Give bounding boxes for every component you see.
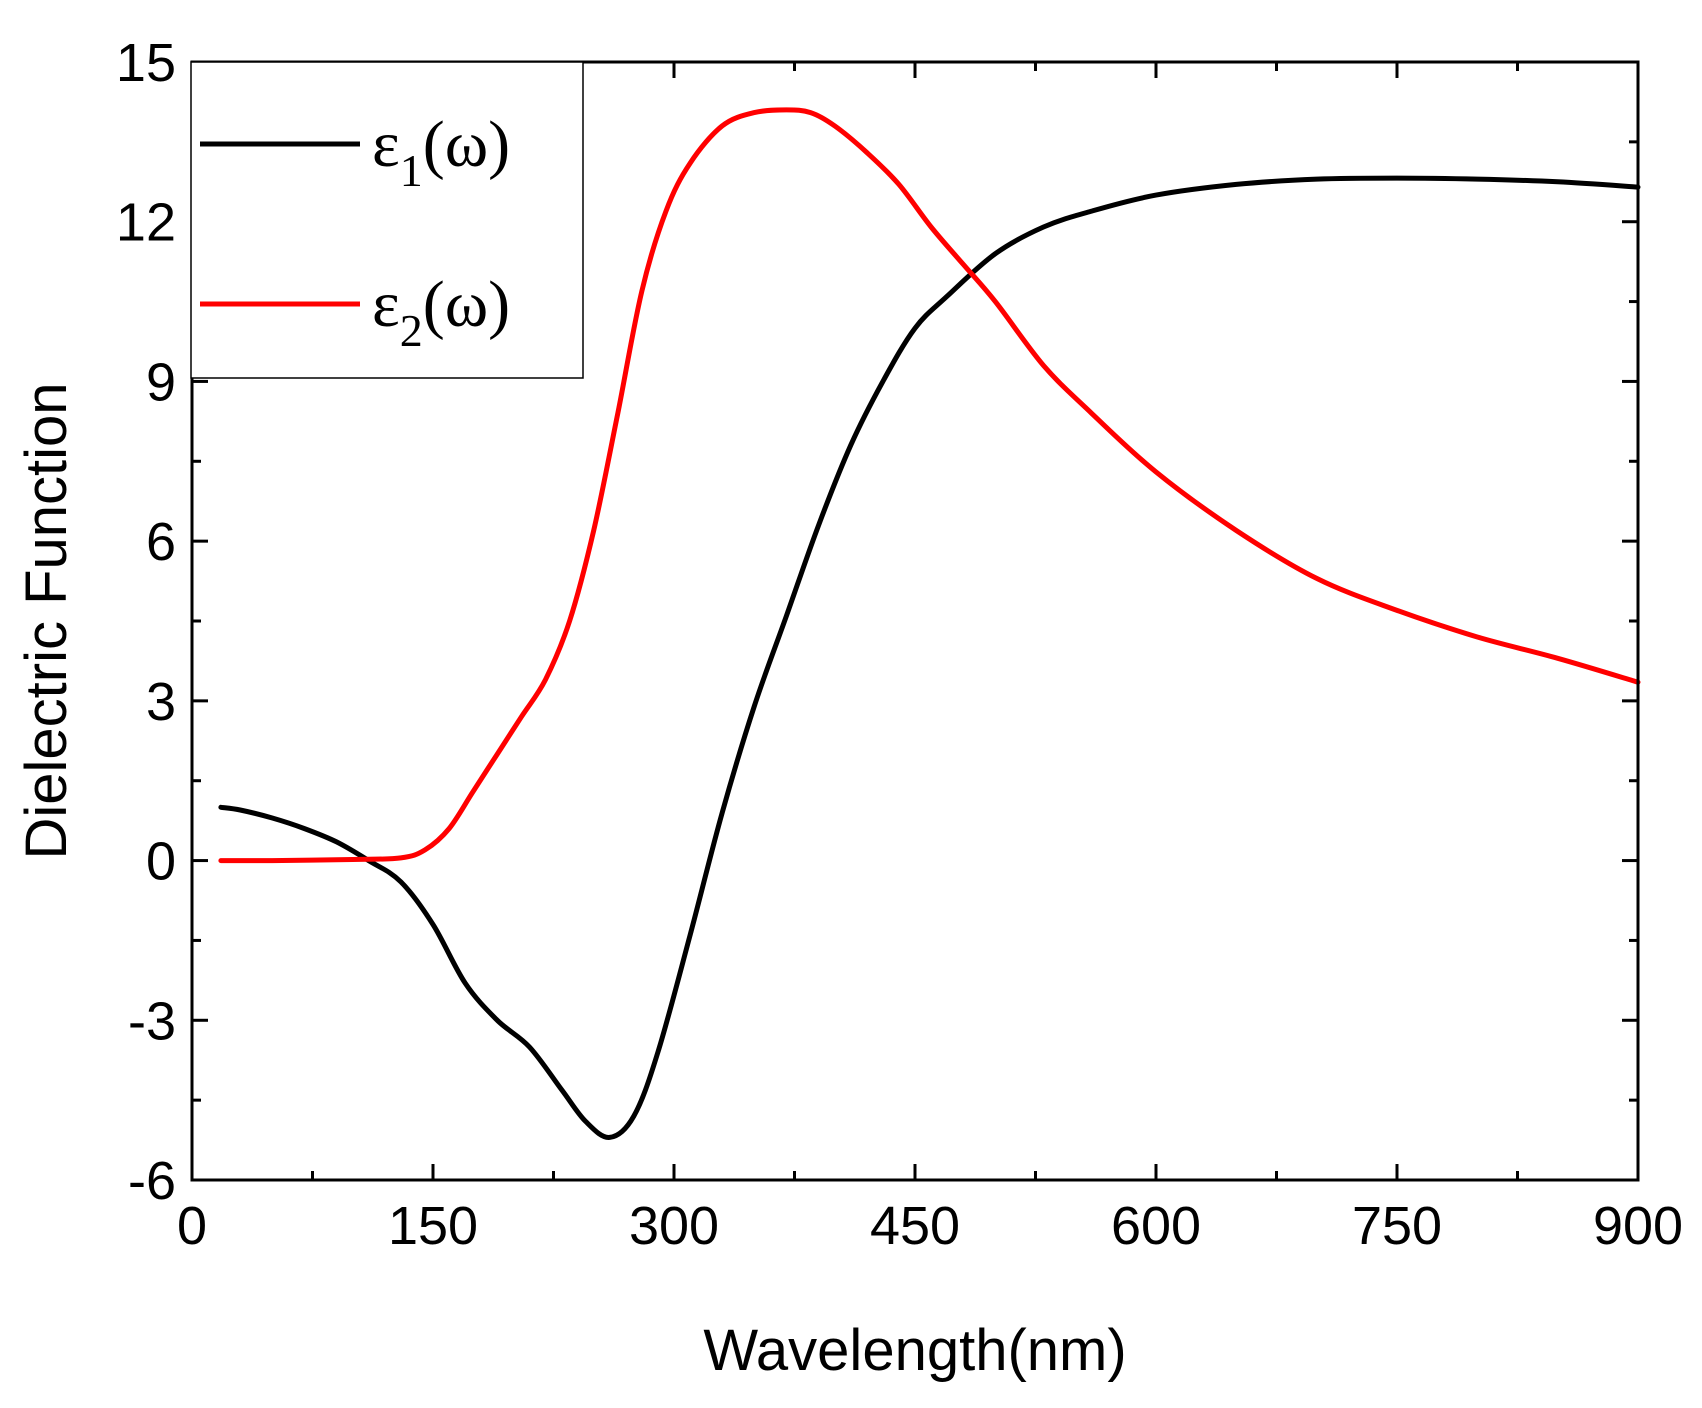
x-tick-label: 0 — [177, 1196, 207, 1256]
y-tick-label: -3 — [128, 991, 176, 1051]
x-tick-label: 600 — [1111, 1196, 1201, 1256]
y-tick-label: 6 — [146, 512, 176, 572]
x-tick-label: 450 — [870, 1196, 960, 1256]
x-axis-ticks: 0 150 300 450 600 750 900 — [177, 62, 1683, 1256]
y-axis-label: Dielectric Function — [14, 382, 79, 859]
y-axis-ticks: -6 -3 0 3 6 9 12 15 — [116, 33, 1638, 1211]
plot-layer — [218, 107, 1641, 1140]
plot-frame — [190, 60, 1640, 1182]
x-tick-label: 150 — [388, 1196, 478, 1256]
y-tick-label: 0 — [146, 832, 176, 892]
legend: ε1(ω) ε2(ω) — [190, 61, 584, 379]
legend-label-1: ε1(ω) — [372, 108, 510, 196]
series-line-2 — [218, 107, 1641, 864]
y-tick-label: 15 — [116, 33, 176, 93]
y-tick-label: 9 — [146, 352, 176, 412]
x-tick-label: 900 — [1593, 1196, 1683, 1256]
legend-label-2: ε2(ω) — [372, 268, 510, 356]
y-tick-label: -6 — [128, 1151, 176, 1211]
x-tick-label: 750 — [1352, 1196, 1442, 1256]
legend-box — [190, 61, 584, 379]
x-tick-label: 300 — [629, 1196, 719, 1256]
y-tick-label: 12 — [116, 193, 176, 253]
y-tick-label: 3 — [146, 672, 176, 732]
x-axis-label: Wavelength(nm) — [703, 1318, 1126, 1383]
series-line-1 — [218, 175, 1641, 1140]
